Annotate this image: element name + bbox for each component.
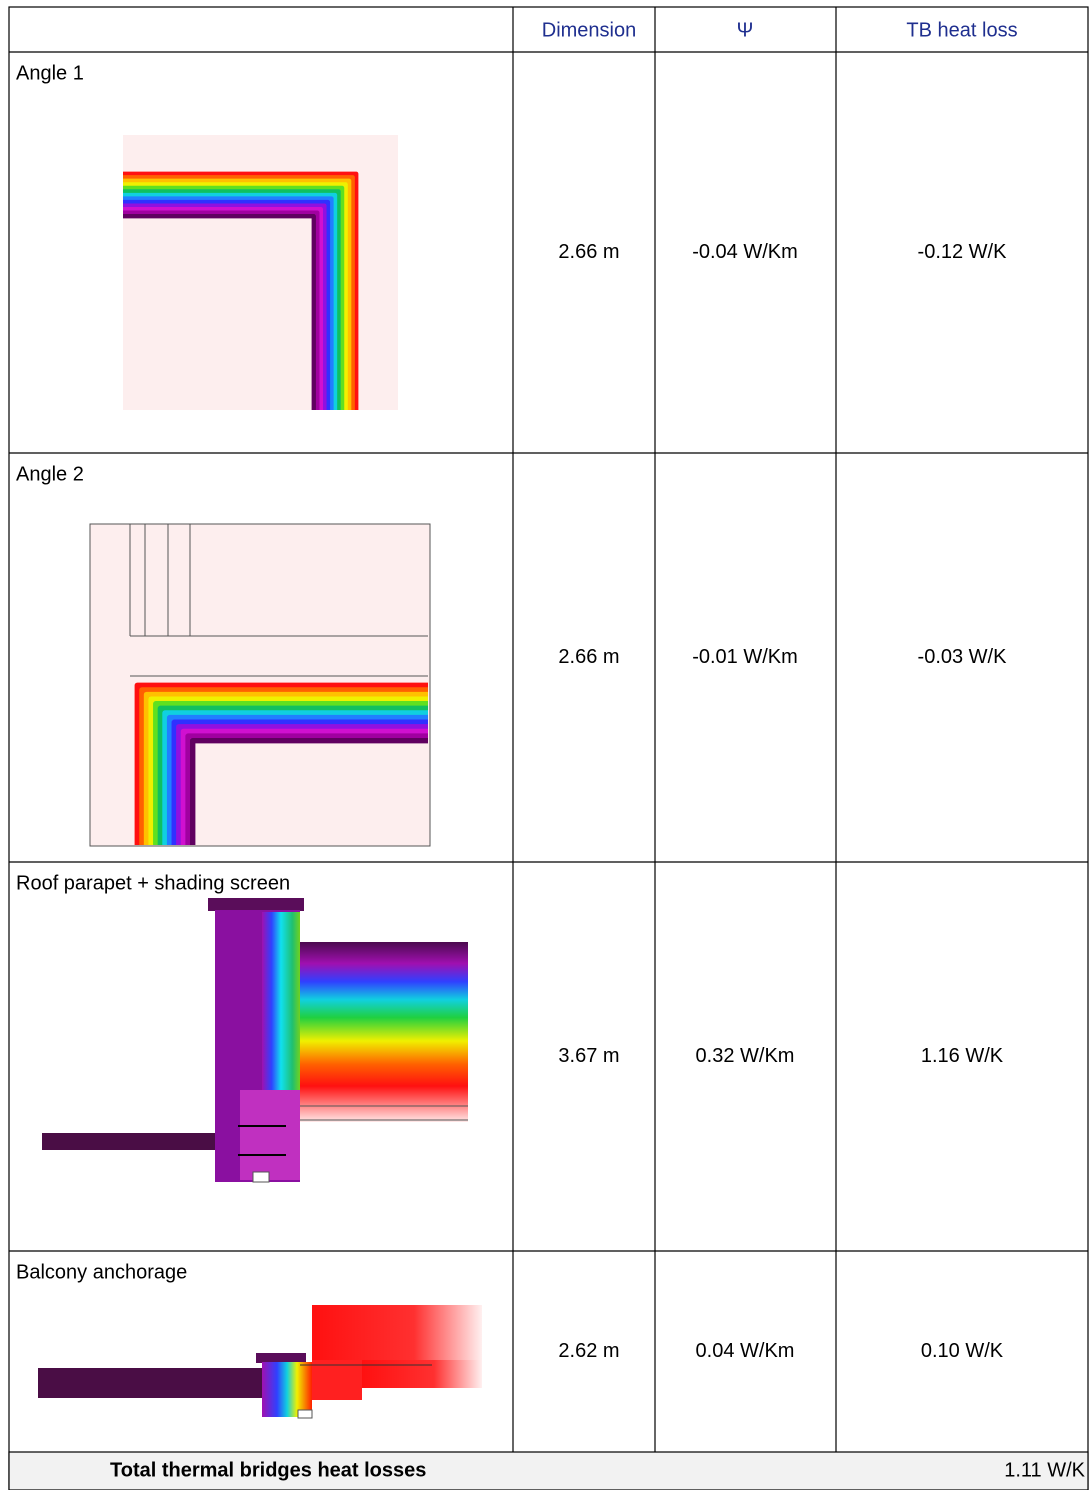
dimension: 3.67 m	[558, 1045, 619, 1067]
heat-loss: -0.03 W/K	[918, 646, 1008, 668]
figures	[38, 135, 482, 1418]
psi: -0.01 W/Km	[692, 646, 798, 668]
column-header: Ψ	[737, 19, 754, 41]
figure-shape	[256, 1353, 306, 1363]
figure-shape	[38, 1368, 268, 1398]
figure-shape	[312, 1305, 482, 1360]
heat-loss: -0.12 W/K	[918, 241, 1008, 263]
dimension: 2.66 m	[558, 241, 619, 263]
document: Dimension Ψ TB heat loss Total thermal b…	[0, 0, 1089, 1490]
psi: 0.32 W/Km	[696, 1045, 795, 1067]
column-header: TB heat loss	[906, 19, 1017, 41]
row-label: Angle 2	[16, 463, 84, 485]
dimension: 2.66 m	[558, 646, 619, 668]
psi: 0.04 W/Km	[696, 1340, 795, 1362]
heat-loss: 1.16 W/K	[921, 1045, 1004, 1067]
figure-shape	[42, 1133, 218, 1150]
dimension: 2.62 m	[558, 1340, 619, 1362]
figure-shape	[240, 1090, 300, 1180]
row-label: Balcony anchorage	[16, 1261, 187, 1283]
figure-shape	[262, 1362, 312, 1417]
column-header: Dimension	[542, 19, 636, 41]
outline	[298, 1410, 312, 1418]
psi: -0.04 W/Km	[692, 241, 798, 263]
figure-shape	[208, 898, 304, 911]
row-label: Angle 1	[16, 62, 84, 84]
figure-shape	[300, 942, 468, 1122]
total-value: 1.11 W/K	[1004, 1459, 1085, 1481]
total-label: Total thermal bridges heat losses	[110, 1459, 426, 1481]
heat-loss: 0.10 W/K	[921, 1340, 1004, 1362]
outline	[253, 1172, 269, 1182]
figure-shape	[362, 1360, 482, 1388]
figure-shape	[312, 1360, 362, 1400]
row-label: Roof parapet + shading screen	[16, 872, 290, 894]
